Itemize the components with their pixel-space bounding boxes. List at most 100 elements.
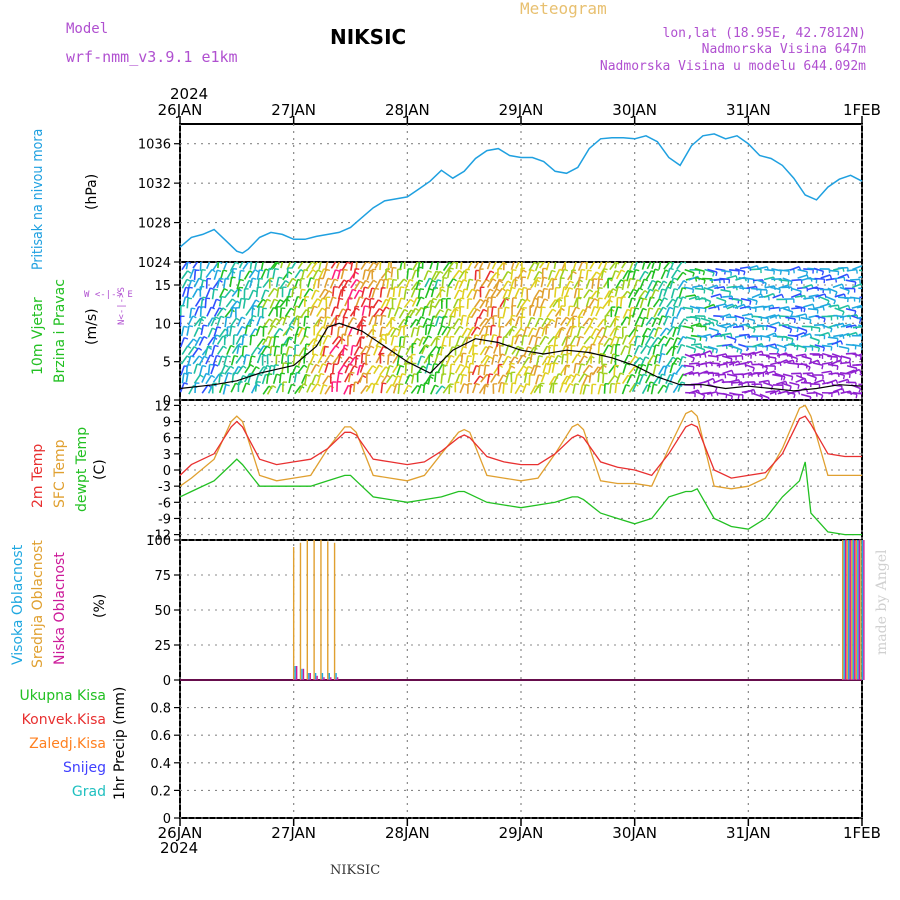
wind-barb-flag: [570, 374, 575, 378]
wind-barb-flag: [366, 262, 371, 264]
wind-barb: [511, 345, 519, 355]
wind-barb: [787, 343, 799, 348]
wind-barb-flag: [347, 262, 352, 265]
wind-barb: [814, 277, 825, 280]
wind-barb-flag: [187, 371, 193, 375]
wind-barb: [837, 273, 848, 279]
wind-barb-flag: [286, 315, 291, 318]
wind-barb-flag: [352, 316, 357, 321]
wind-barb: [180, 326, 185, 337]
wind-barb: [684, 353, 695, 359]
wind-barb: [739, 266, 751, 270]
wind-barb: [250, 346, 258, 357]
wind-barb: [402, 336, 406, 347]
wind-barb: [762, 304, 774, 309]
wind-barb: [765, 343, 776, 348]
lonlat-text: lon,lat (18.95E, 42.7812N): [663, 26, 867, 41]
wind-barb: [658, 353, 663, 364]
wind-barb: [776, 343, 787, 349]
wind-barb: [678, 296, 684, 307]
wind-barb: [514, 328, 522, 338]
wind-barb: [317, 316, 322, 327]
wind-barb: [751, 293, 762, 299]
wind-barb-flag: [809, 319, 812, 324]
wind-barb: [229, 317, 237, 327]
wind-barb-flag: [752, 320, 756, 325]
wind-barb-flag: [805, 313, 808, 319]
wind-barb-flag: [612, 288, 617, 292]
wind-barb-flag: [498, 364, 504, 369]
wind-barb-flag: [329, 354, 334, 358]
wind-barb: [205, 262, 211, 270]
wind-barb: [397, 278, 405, 288]
wind-barb: [564, 383, 571, 393]
wind-barb: [366, 270, 372, 281]
wind-barb: [406, 268, 410, 279]
wind-barb: [216, 278, 221, 289]
wind-barb-flag: [636, 381, 641, 385]
wind-barb-flag: [325, 268, 331, 272]
wind-barb: [769, 345, 779, 351]
wind-barb: [473, 375, 481, 385]
wind-barb: [194, 336, 201, 347]
wind-barb-flag: [631, 297, 636, 300]
wind-barb-flag: [593, 317, 598, 321]
wind-barb: [187, 315, 194, 326]
wind-barb: [288, 317, 296, 327]
wind-barb-flag: [737, 394, 740, 399]
wind-barb: [373, 345, 379, 356]
wind-barb-flag: [638, 287, 644, 291]
wind-barb: [434, 353, 439, 364]
wind-barb: [590, 328, 597, 338]
wind-barb: [337, 279, 345, 289]
wind-barb: [726, 335, 737, 341]
wind-barb: [588, 372, 592, 383]
wind-barb: [510, 262, 515, 270]
wind-barb-flag: [667, 315, 672, 319]
wind-barb-flag: [477, 279, 482, 282]
wind-barb-flag: [493, 334, 498, 337]
wind-barb-flag: [443, 315, 448, 318]
wind-barb: [472, 289, 478, 300]
wind-barb: [238, 262, 244, 269]
wind-barb: [266, 385, 274, 395]
wind-barb: [218, 383, 224, 394]
wind-barb-flag: [398, 306, 403, 310]
wind-barb: [577, 345, 585, 355]
wind-barb: [490, 373, 497, 383]
wind-barb: [340, 334, 344, 345]
wind-barb: [840, 355, 851, 360]
wind-barb: [458, 346, 464, 357]
date-label-top: 31JAN: [726, 101, 771, 119]
wind-barb: [541, 317, 548, 328]
wind-barb: [527, 327, 534, 338]
wind-barb: [585, 297, 591, 308]
wind-barb-flag: [187, 262, 192, 265]
ytick-label-wind: 15: [154, 279, 171, 294]
wind-barb: [397, 383, 401, 394]
wind-barb-flag: [463, 383, 468, 386]
wind-barb-flag: [225, 277, 230, 280]
wind-barb: [186, 338, 195, 348]
wind-barb-flag: [579, 276, 584, 279]
wind-barb-flag: [191, 307, 196, 310]
wind-barb: [303, 343, 307, 355]
wind-barb: [458, 306, 462, 317]
wind-barb-flag: [556, 259, 560, 260]
wind-barb: [670, 262, 675, 270]
wind-barb: [479, 346, 487, 356]
wind-barb: [317, 354, 324, 364]
ytick-label-cloud: 75: [154, 569, 171, 584]
wind-barb: [846, 364, 857, 369]
wind-barb: [260, 345, 268, 355]
wind-barb: [533, 383, 541, 394]
wind-barb: [532, 345, 538, 356]
model-name: wrf-nmm_v3.9.1 e1km: [66, 48, 238, 66]
wind-barb: [609, 383, 612, 394]
wind-barb-flag: [661, 288, 667, 291]
wind-barb-flag: [490, 270, 495, 274]
wind-barb: [205, 269, 213, 279]
wind-barb: [461, 289, 465, 300]
wind-barb: [231, 288, 239, 298]
wind-barb: [331, 269, 337, 280]
